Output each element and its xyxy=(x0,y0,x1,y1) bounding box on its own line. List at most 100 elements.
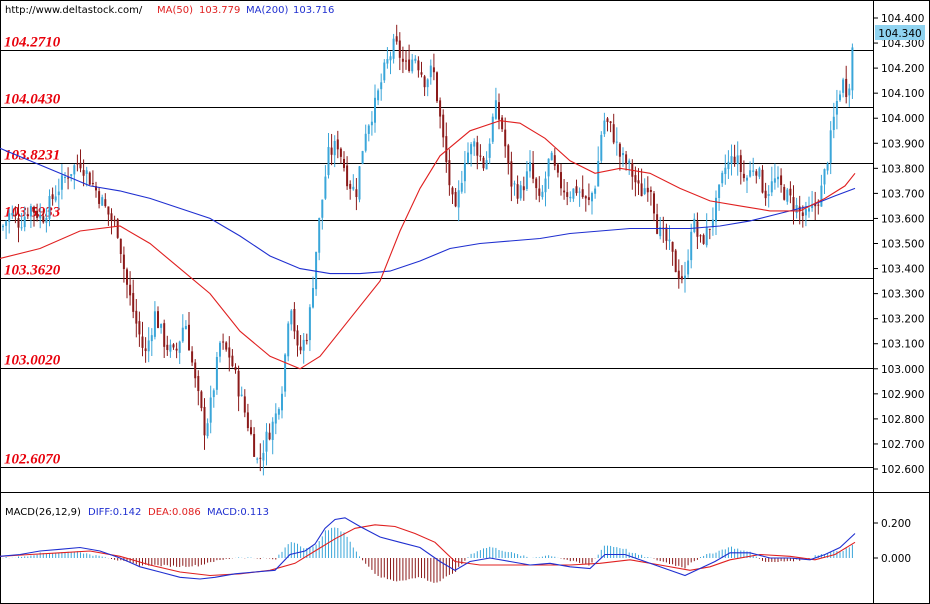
candle xyxy=(36,203,39,222)
candle xyxy=(281,386,283,419)
candle xyxy=(250,419,252,436)
candle xyxy=(95,181,97,198)
candle xyxy=(708,228,711,240)
candle xyxy=(268,423,271,441)
candle xyxy=(104,193,107,208)
price-tick-label: 103.000 xyxy=(881,364,924,376)
candle xyxy=(318,217,321,261)
last-price-box xyxy=(875,25,925,40)
candle xyxy=(175,342,178,359)
candle xyxy=(181,314,184,343)
candle xyxy=(33,205,35,227)
candle xyxy=(367,124,370,142)
candle xyxy=(653,191,655,222)
candle xyxy=(330,133,333,166)
candle xyxy=(253,427,256,457)
candle xyxy=(343,151,345,172)
candle xyxy=(544,171,547,207)
candle xyxy=(240,386,243,397)
candle xyxy=(163,319,166,358)
candle xyxy=(336,130,339,159)
candle xyxy=(225,341,228,352)
candle xyxy=(23,206,26,232)
candle xyxy=(215,351,218,395)
level-label: 103.3620 xyxy=(4,263,61,279)
candle xyxy=(780,168,783,193)
candle xyxy=(742,160,745,182)
candle xyxy=(42,209,45,224)
candle xyxy=(256,457,259,464)
candle xyxy=(144,337,147,363)
candle xyxy=(690,223,693,269)
candle xyxy=(829,121,832,175)
candle xyxy=(467,142,469,165)
candle xyxy=(76,154,79,172)
site-url[interactable]: http://www.deltastock.com/ xyxy=(5,5,143,16)
candle xyxy=(119,238,122,264)
candle xyxy=(370,111,373,136)
candle xyxy=(308,304,311,352)
candle xyxy=(522,176,525,201)
candle xyxy=(355,178,358,211)
candle xyxy=(510,151,513,202)
candle xyxy=(795,197,798,219)
candle xyxy=(85,166,88,187)
candle xyxy=(51,187,54,206)
candle xyxy=(219,340,221,363)
candle xyxy=(166,335,169,356)
candle xyxy=(352,174,355,191)
candle xyxy=(476,135,479,170)
candle xyxy=(11,205,14,219)
candle xyxy=(494,87,497,120)
candle xyxy=(67,167,70,190)
candle xyxy=(439,97,442,129)
candle xyxy=(584,195,587,212)
price-tick-label: 104.000 xyxy=(881,113,924,125)
candle xyxy=(631,159,634,190)
candle xyxy=(727,150,730,179)
candle xyxy=(628,158,631,175)
ma200-value: 103.716 xyxy=(293,5,334,16)
candle xyxy=(770,166,773,197)
candle xyxy=(839,90,841,102)
candle xyxy=(150,328,153,356)
candle xyxy=(705,213,708,248)
candle xyxy=(556,163,559,178)
price-tick-label: 103.600 xyxy=(881,213,924,225)
candle xyxy=(498,93,500,130)
candle xyxy=(414,55,417,64)
candle xyxy=(702,233,705,245)
candle xyxy=(380,73,383,101)
candle xyxy=(649,186,652,206)
moving-averages xyxy=(0,120,856,370)
candle xyxy=(724,154,727,185)
candle xyxy=(680,265,683,284)
candle xyxy=(126,267,128,299)
candle xyxy=(191,346,194,366)
candle xyxy=(578,187,581,207)
candle xyxy=(324,165,327,200)
candle xyxy=(715,190,717,236)
candle xyxy=(553,148,556,171)
level-label: 104.0430 xyxy=(4,92,61,108)
candle xyxy=(687,249,690,278)
candle xyxy=(507,143,510,175)
macd-dea: DEA:0.086 xyxy=(148,507,201,518)
candle xyxy=(671,241,674,266)
candle xyxy=(305,333,308,345)
candle xyxy=(622,147,624,167)
candle xyxy=(541,185,544,200)
candle xyxy=(640,168,643,197)
candle xyxy=(129,271,132,306)
candle xyxy=(758,166,761,180)
candle xyxy=(488,138,491,164)
candle xyxy=(454,187,457,208)
candle xyxy=(277,407,280,420)
candle xyxy=(746,175,748,194)
price-tick-label: 103.100 xyxy=(881,339,924,351)
candle xyxy=(284,353,287,397)
candle xyxy=(141,321,144,357)
candle xyxy=(721,170,724,187)
candles xyxy=(2,24,854,476)
price-tick-label: 102.700 xyxy=(881,439,924,451)
